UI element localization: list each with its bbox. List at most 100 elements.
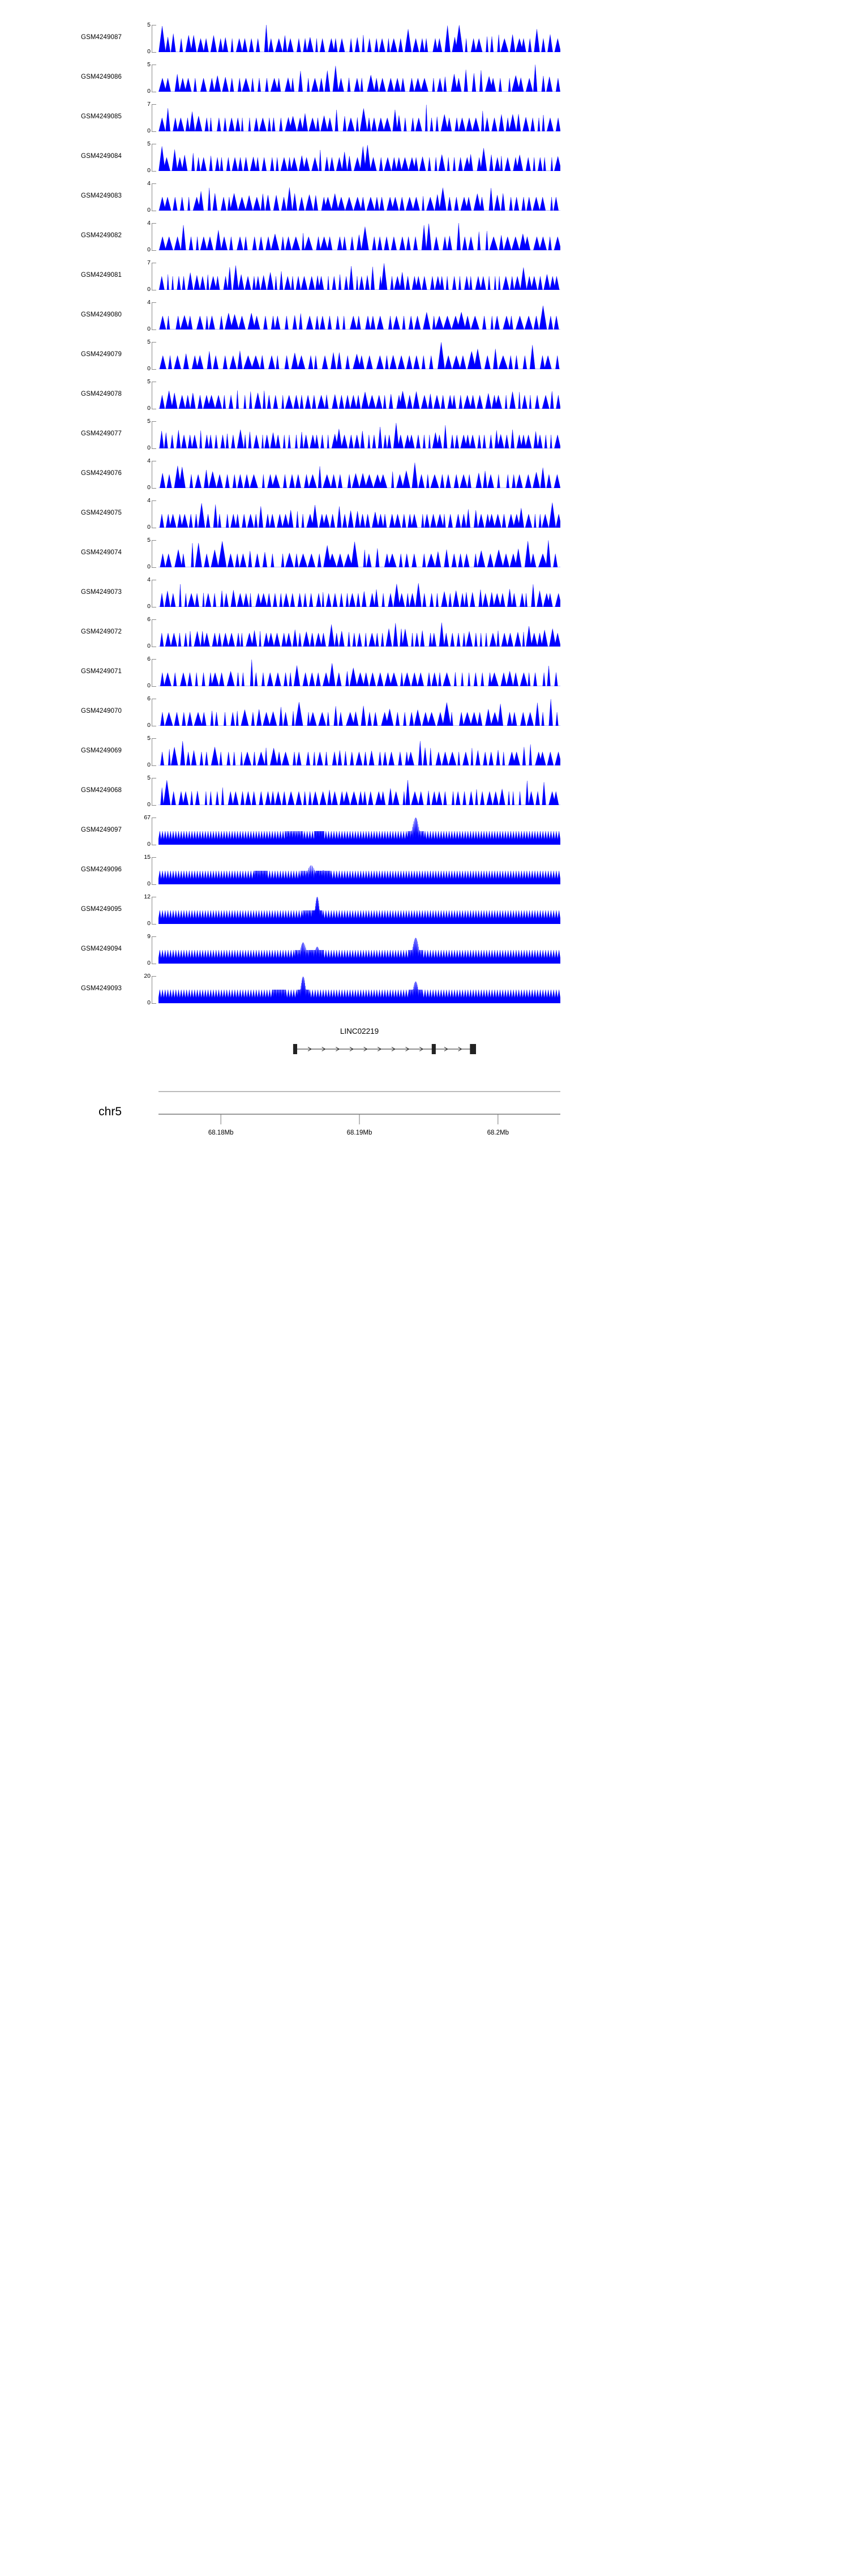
track-label: GSM4249079 [81, 351, 122, 358]
track-wiggle-plot[interactable] [158, 936, 560, 964]
wiggle-svg [158, 583, 560, 607]
y-axis-tick-min [152, 567, 156, 568]
y-axis-max-label: 7 [147, 259, 151, 266]
y-axis-max-label: 5 [147, 339, 151, 345]
track-wiggle-plot[interactable] [158, 699, 560, 726]
track-wiggle-plot[interactable] [158, 540, 560, 567]
track-label: GSM4249083 [81, 192, 122, 199]
wiggle-svg [158, 741, 560, 765]
wiggle-svg [158, 25, 560, 52]
track-wiggle-plot[interactable] [158, 263, 560, 290]
y-axis-tick-max [152, 421, 156, 422]
y-axis-max-label: 4 [147, 457, 151, 464]
track-wiggle-plot[interactable] [158, 818, 560, 845]
track-label: GSM4249080 [81, 311, 122, 318]
track-label: GSM4249097 [81, 827, 122, 833]
y-axis-min-label: 0 [147, 484, 151, 491]
track-wiggle-plot[interactable] [158, 778, 560, 805]
genome-axis-ruler[interactable]: 68.18Mb 68.19Mb 68.2Mb [158, 1089, 560, 1144]
wiggle-svg [158, 502, 560, 528]
track-wiggle-plot[interactable] [158, 738, 560, 765]
track-wiggle-plot[interactable] [158, 183, 560, 211]
y-axis-min-label: 0 [147, 207, 151, 213]
wiggle-svg [158, 818, 560, 845]
track-wiggle-plot[interactable] [158, 580, 560, 607]
y-axis-tick-max [152, 104, 156, 105]
wiggle-svg [158, 938, 560, 964]
y-axis-min-label: 0 [147, 643, 151, 649]
track-wiggle-plot[interactable] [158, 976, 560, 1003]
y-axis-tick-min [152, 924, 156, 925]
wiggle-svg [158, 263, 560, 290]
y-axis-max-label: 5 [147, 22, 151, 28]
y-axis-tick-max [152, 302, 156, 303]
y-axis-max-label: 4 [147, 576, 151, 583]
track-wiggle-plot[interactable] [158, 619, 560, 647]
y-axis-min-label: 0 [147, 405, 151, 412]
gene-model-svg [293, 1044, 476, 1054]
track-wiggle-plot[interactable] [158, 342, 560, 369]
track-wiggle-plot[interactable] [158, 104, 560, 131]
track-label: GSM4249073 [81, 589, 122, 596]
y-axis-tick-max [152, 857, 156, 858]
y-axis-max-label: 5 [147, 537, 151, 544]
gene-model[interactable] [158, 1042, 560, 1056]
track-y-axis: 15 0 [134, 854, 158, 887]
track-y-axis: 67 0 [134, 815, 158, 847]
track-label: GSM4249081 [81, 272, 122, 279]
wiggle-svg [158, 342, 560, 369]
y-axis-max-label: 7 [147, 101, 151, 108]
track-wiggle-plot[interactable] [158, 500, 560, 528]
y-axis-tick-max [152, 342, 156, 343]
track-wiggle-plot[interactable] [158, 302, 560, 330]
y-axis-tick-min [152, 765, 156, 766]
y-axis-tick-max [152, 619, 156, 620]
y-axis-tick-max [152, 500, 156, 501]
wiggle-svg [158, 463, 560, 488]
y-axis-min-label: 0 [147, 920, 151, 927]
track-wiggle-plot[interactable] [158, 461, 560, 488]
track-label: GSM4249085 [81, 113, 122, 120]
track-label: GSM4249087 [81, 34, 122, 41]
wiggle-svg [158, 223, 560, 250]
track-wiggle-plot[interactable] [158, 857, 560, 884]
y-axis-tick-max [152, 738, 156, 739]
y-axis-tick-max [152, 936, 156, 937]
track-label: GSM4249071 [81, 668, 122, 675]
track-label: GSM4249094 [81, 945, 122, 952]
y-axis-max-label: 9 [147, 933, 151, 940]
y-axis-tick-min [152, 1003, 156, 1004]
y-axis-tick-min [152, 131, 156, 132]
track-wiggle-plot[interactable] [158, 659, 560, 686]
wiggle-svg [158, 976, 560, 1003]
y-axis-max-label: 5 [147, 735, 151, 742]
track-label: GSM4249095 [81, 906, 122, 913]
y-axis-tick-min [152, 884, 156, 885]
track-label: GSM4249096 [81, 866, 122, 873]
track-label: GSM4249070 [81, 708, 122, 714]
track-wiggle-plot[interactable] [158, 144, 560, 171]
track-wiggle-plot[interactable] [158, 223, 560, 250]
y-axis-max-label: 4 [147, 220, 151, 226]
track-wiggle-plot[interactable] [158, 65, 560, 92]
y-axis-tick-max [152, 223, 156, 224]
wiggle-svg [158, 390, 560, 409]
track-wiggle-plot[interactable] [158, 421, 560, 448]
track-label: GSM4249068 [81, 787, 122, 794]
y-axis-min-label: 0 [147, 524, 151, 530]
track-wiggle-plot[interactable] [158, 25, 560, 52]
track-wiggle-plot[interactable] [158, 382, 560, 409]
wiggle-svg [158, 423, 560, 448]
y-axis-min-label: 0 [147, 88, 151, 95]
track-wiggle-plot[interactable] [158, 897, 560, 924]
y-axis-min-label: 0 [147, 365, 151, 372]
